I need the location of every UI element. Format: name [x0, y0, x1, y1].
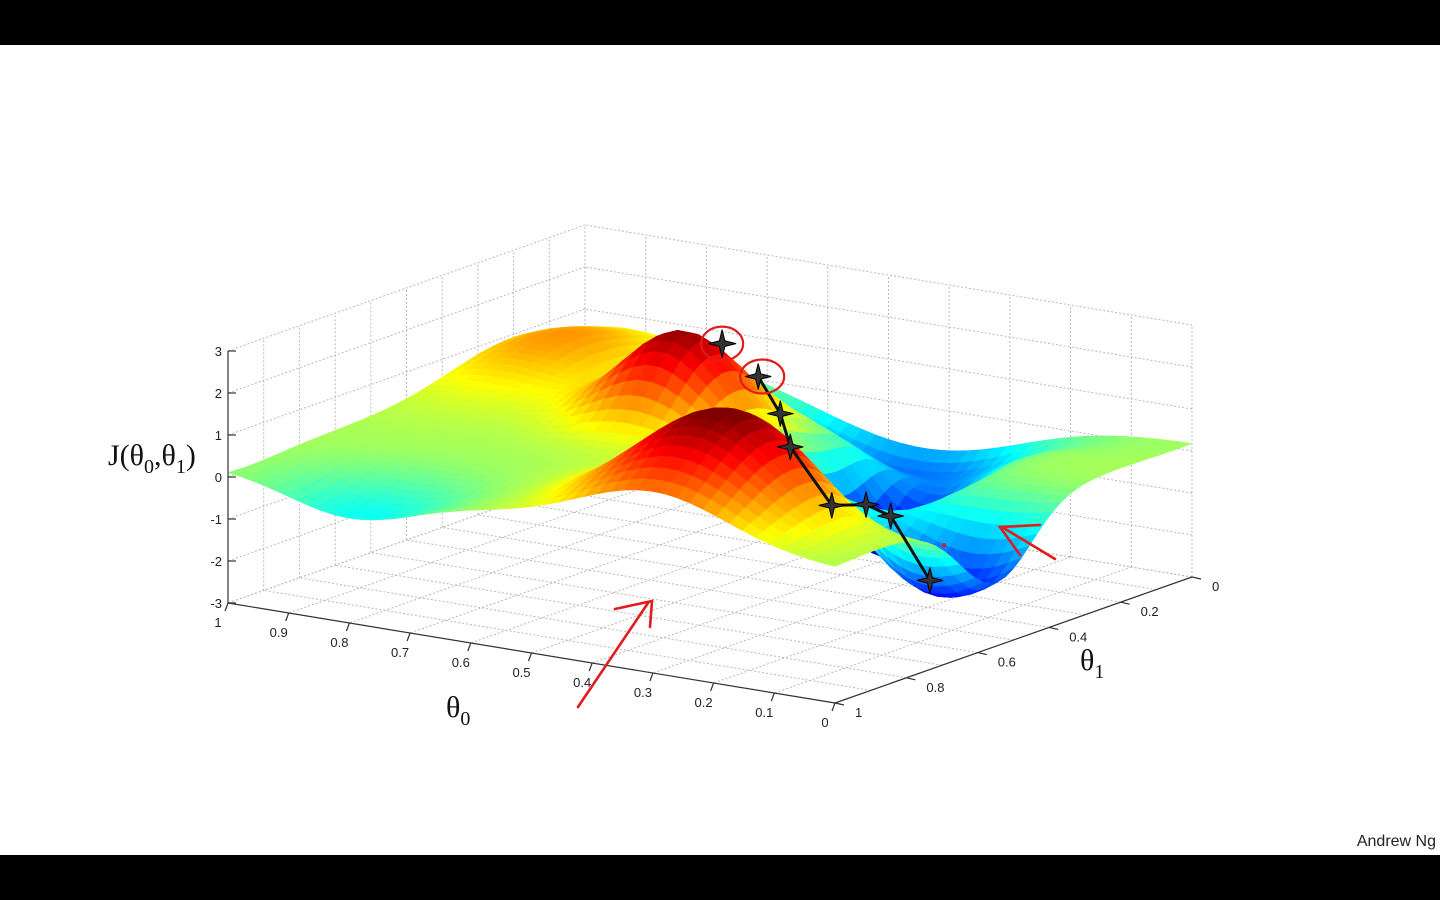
- x-tick-label: 0.4: [573, 675, 591, 690]
- z-axis-label: J(θ0,θ1): [108, 439, 196, 478]
- x-tick-label: 1: [214, 615, 221, 630]
- axis-labels: J(θ0,θ1) θ0 θ1: [108, 439, 1104, 730]
- path-step-marker: [877, 502, 904, 530]
- ink-dot: [942, 543, 946, 547]
- y-tick-label: 0: [1212, 579, 1219, 594]
- x-tick-label: 0.7: [391, 645, 409, 660]
- path-step-marker: [745, 363, 772, 390]
- start-circle: [739, 358, 786, 395]
- annotations: [576, 325, 1057, 709]
- path-step-marker: [818, 492, 845, 519]
- path-step-marker: [852, 491, 880, 518]
- axes: 3 2 1 0 -1 -2 -3 1 0.9 0.8 0.7 0.6 0.5 0.4 0.3 0.2 0.1 0 0…: [210, 344, 1219, 730]
- z-tick-label: -2: [210, 554, 222, 569]
- letterbox-bottom: [0, 855, 1440, 900]
- letterbox-top: [0, 0, 1440, 45]
- z-tick-label: 3: [215, 344, 222, 359]
- slide: 3 2 1 0 -1 -2 -3 1 0.9 0.8 0.7 0.6 0.5 0.4 0.3 0.2 0.1 0 0…: [0, 45, 1440, 855]
- x-tick-label: 0.9: [270, 625, 288, 640]
- x-tick-label: 0.3: [634, 685, 652, 700]
- surface: [226, 326, 1193, 598]
- x-tick-label: 0.1: [755, 705, 773, 720]
- z-tick-label: 0: [215, 470, 222, 485]
- slide-credit: Andrew Ng: [1356, 833, 1436, 850]
- minimum-arrow-right: [1000, 525, 1057, 561]
- z-tick-label: -3: [210, 596, 222, 611]
- y-tick-label: 1: [855, 705, 862, 720]
- descent-path: [745, 363, 944, 594]
- alt-start-marker: [707, 329, 737, 358]
- path-step-marker: [767, 400, 794, 427]
- minimum-arrow-right-head: [997, 523, 1042, 557]
- z-tick-label: -1: [210, 512, 222, 527]
- alt-start-circle: [700, 325, 745, 362]
- minimum-arrow-left: [576, 601, 650, 709]
- y-tick-label: 0.2: [1141, 604, 1159, 619]
- x-tick-label: 0.5: [512, 665, 530, 680]
- y-axis-label: θ1: [1080, 644, 1104, 683]
- surface-plot: 3 2 1 0 -1 -2 -3 1 0.9 0.8 0.7 0.6 0.5 0.4 0.3 0.2 0.1 0 0…: [108, 224, 1219, 730]
- y-tick-label: 0.8: [926, 680, 944, 695]
- x-tick-label: 0.2: [695, 695, 713, 710]
- path-step-marker: [916, 567, 944, 594]
- x-axis-label: θ0: [446, 691, 470, 730]
- z-tick-label: 2: [215, 386, 222, 401]
- minimum-arrow-left-head: [613, 599, 654, 629]
- y-tick-label: 0.4: [1069, 629, 1087, 644]
- x-tick-label: 0.8: [330, 635, 348, 650]
- x-tick-label: 0.6: [452, 655, 470, 670]
- y-tick-label: 0.6: [998, 655, 1016, 670]
- z-tick-label: 1: [215, 428, 222, 443]
- x-tick-label: 0: [821, 715, 828, 730]
- path-step-marker: [777, 433, 804, 461]
